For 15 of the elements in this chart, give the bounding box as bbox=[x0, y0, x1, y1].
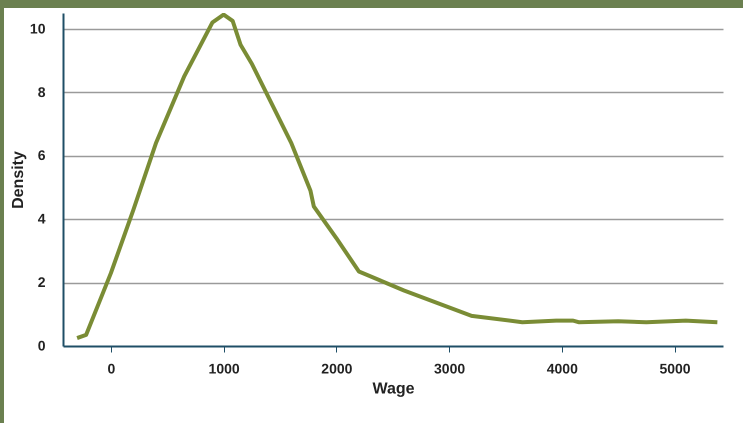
y-tick-label: 4 bbox=[38, 210, 46, 227]
y-tick-label: 10 bbox=[30, 20, 46, 36]
x-tick-label: 2000 bbox=[321, 360, 353, 376]
x-tick-label: 1000 bbox=[208, 360, 240, 376]
y-tick-label: 8 bbox=[38, 84, 46, 100]
y-axis-title: Density bbox=[10, 151, 27, 209]
x-tick-label: 5000 bbox=[659, 360, 691, 376]
y-tick-label: 6 bbox=[38, 147, 46, 164]
y-tick-label: 0 bbox=[38, 338, 46, 354]
y-tick-label: 2 bbox=[38, 274, 46, 290]
x-tick-label: 4000 bbox=[546, 360, 578, 376]
x-axis-title: Wage bbox=[372, 380, 415, 398]
line-series bbox=[75, 13, 720, 340]
x-tick-label: 3000 bbox=[434, 360, 466, 376]
x-tick-label: 0 bbox=[108, 360, 116, 376]
